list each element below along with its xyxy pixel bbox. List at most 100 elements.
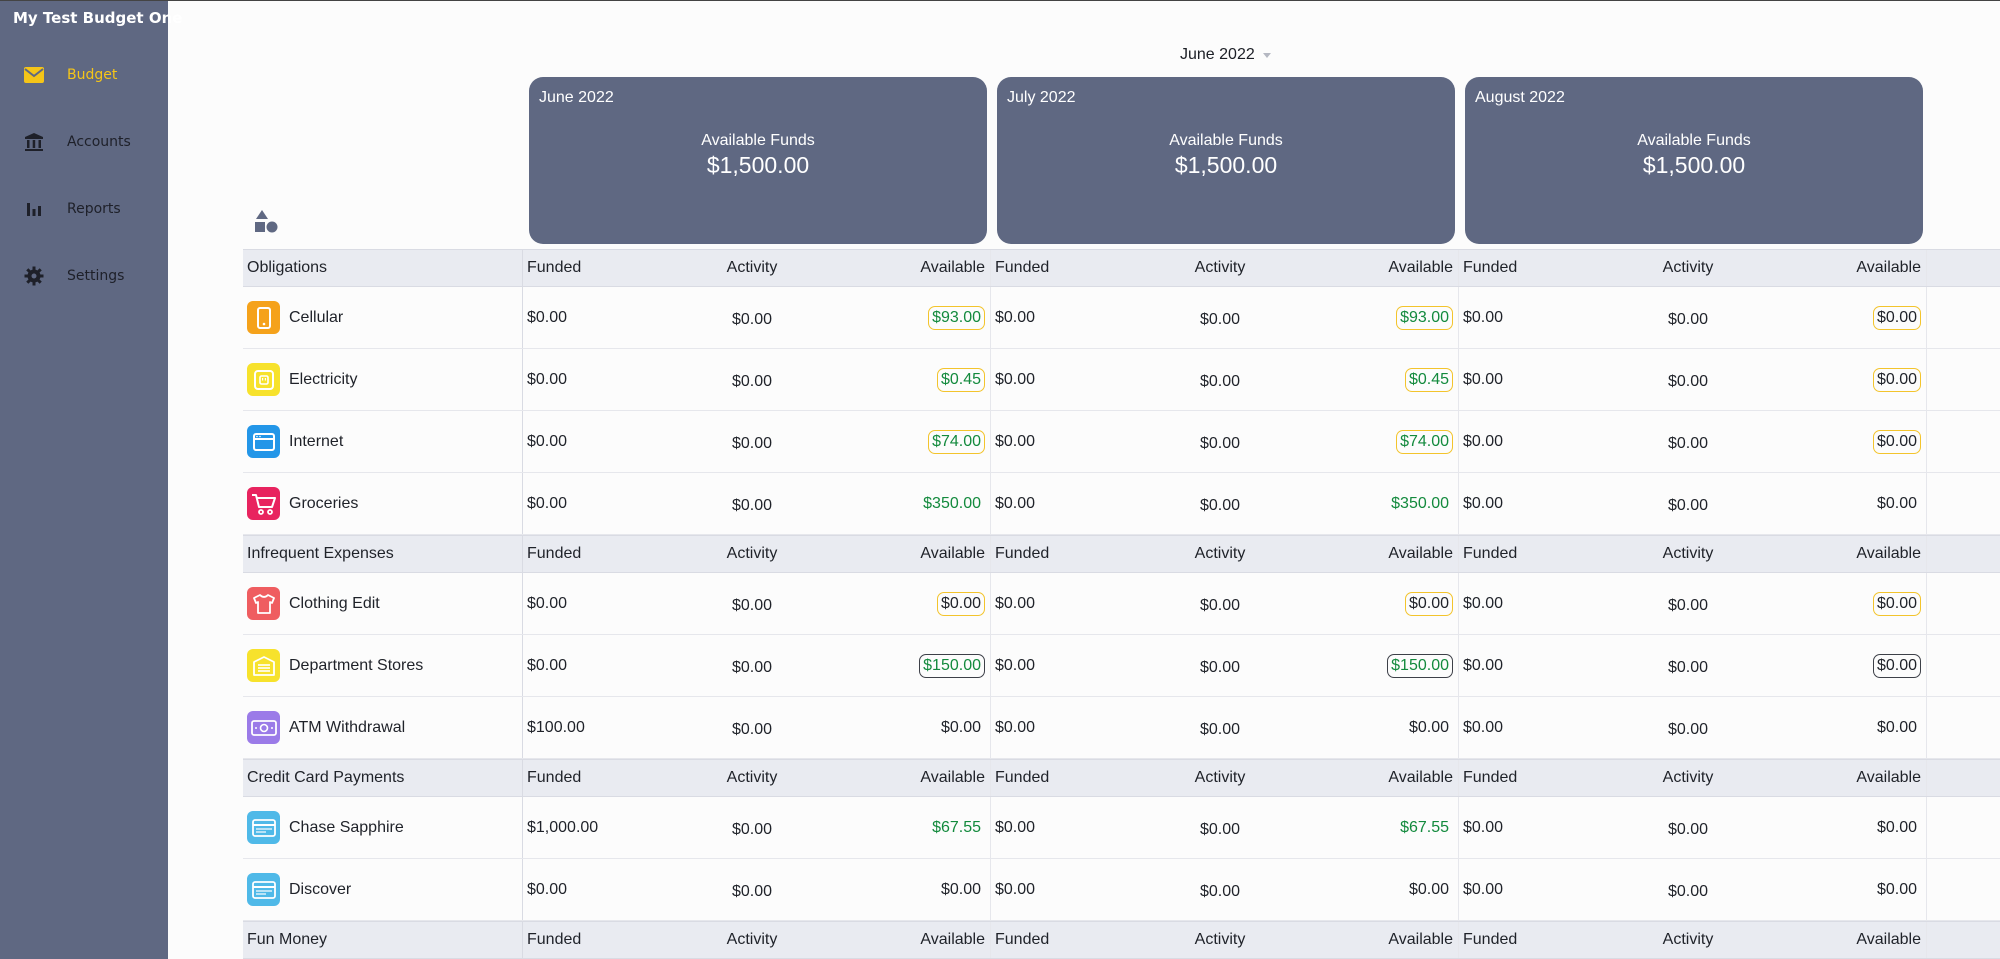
- available-value[interactable]: $0.00: [1872, 591, 1921, 616]
- category-group-header[interactable]: Obligations Funded Activity Available Funded…: [243, 249, 2000, 287]
- activity-value[interactable]: $0.00: [1667, 372, 1709, 390]
- funded-value[interactable]: $0.00: [1463, 494, 1504, 512]
- available-value[interactable]: $0.00: [940, 718, 981, 736]
- cash-icon[interactable]: [247, 711, 280, 744]
- activity-value[interactable]: $0.00: [731, 310, 773, 328]
- funded-value[interactable]: $0.00: [1463, 594, 1504, 612]
- category-group-header[interactable]: Credit Card Payments Funded Activity Availa…: [243, 759, 2000, 797]
- funded-value[interactable]: $0.00: [1463, 880, 1504, 898]
- activity-value[interactable]: $0.00: [1199, 658, 1241, 676]
- available-value[interactable]: $0.45: [1404, 367, 1453, 392]
- category-row[interactable]: Electricity $0.00 $0.00 $0.45 $0.00 $0.00 $0.4…: [243, 349, 2000, 411]
- funded-value[interactable]: $1,000.00: [527, 818, 599, 836]
- funded-value[interactable]: $0.00: [995, 656, 1036, 674]
- activity-value[interactable]: $0.00: [731, 720, 773, 738]
- sidebar-item-budget[interactable]: Budget: [0, 41, 168, 108]
- available-value[interactable]: $0.00: [940, 880, 981, 898]
- funded-value[interactable]: $0.00: [527, 370, 568, 388]
- available-value[interactable]: $0.00: [1872, 429, 1921, 454]
- category-row[interactable]: Chase Sapphire $1,000.00 $0.00 $67.55 $0.00 $…: [243, 797, 2000, 859]
- available-value[interactable]: $0.00: [1876, 718, 1917, 736]
- available-value[interactable]: $0.00: [1408, 880, 1449, 898]
- activity-value[interactable]: $0.00: [731, 820, 773, 838]
- available-value[interactable]: $0.00: [1404, 591, 1453, 616]
- sidebar-item-reports[interactable]: Reports: [0, 175, 168, 242]
- available-value[interactable]: $67.55: [1400, 818, 1449, 836]
- phone-icon[interactable]: [247, 301, 280, 334]
- activity-value[interactable]: $0.00: [1199, 434, 1241, 452]
- available-value[interactable]: $67.55: [932, 818, 981, 836]
- browser-window-icon[interactable]: [247, 425, 280, 458]
- activity-value[interactable]: $0.00: [731, 372, 773, 390]
- available-value[interactable]: $150.00: [1387, 653, 1453, 678]
- available-value[interactable]: $0.00: [1872, 367, 1921, 392]
- funded-value[interactable]: $0.00: [527, 656, 568, 674]
- credit-card-icon[interactable]: [247, 811, 280, 844]
- activity-value[interactable]: $0.00: [1667, 596, 1709, 614]
- funded-value[interactable]: $0.00: [1463, 308, 1504, 326]
- power-outlet-icon[interactable]: [247, 363, 280, 396]
- available-value[interactable]: $93.00: [1396, 305, 1453, 330]
- funded-value[interactable]: $0.00: [995, 818, 1036, 836]
- funded-value[interactable]: $0.00: [1463, 656, 1504, 674]
- activity-value[interactable]: $0.00: [1667, 434, 1709, 452]
- sidebar-item-settings[interactable]: Settings: [0, 242, 168, 309]
- funded-value[interactable]: $100.00: [527, 718, 585, 736]
- category-row[interactable]: ATM Withdrawal $100.00 $0.00 $0.00 $0.00 $0.0…: [243, 697, 2000, 759]
- sidebar-item-accounts[interactable]: Accounts: [0, 108, 168, 175]
- funded-value[interactable]: $0.00: [527, 594, 568, 612]
- category-name[interactable]: Clothing Edit: [289, 594, 380, 612]
- activity-value[interactable]: $0.00: [731, 596, 773, 614]
- available-value[interactable]: $0.00: [1876, 818, 1917, 836]
- activity-value[interactable]: $0.00: [731, 496, 773, 514]
- activity-value[interactable]: $0.00: [1199, 596, 1241, 614]
- category-name[interactable]: Internet: [289, 432, 344, 450]
- activity-value[interactable]: $0.00: [731, 882, 773, 900]
- available-value[interactable]: $93.00: [928, 305, 985, 330]
- activity-value[interactable]: $0.00: [731, 658, 773, 676]
- available-value[interactable]: $0.00: [936, 591, 985, 616]
- activity-value[interactable]: $0.00: [1667, 496, 1709, 514]
- available-value[interactable]: $150.00: [919, 653, 985, 678]
- category-row[interactable]: Clothing Edit $0.00 $0.00 $0.00 $0.00 $0.00 $0…: [243, 573, 2000, 635]
- available-value[interactable]: $74.00: [928, 429, 985, 454]
- category-name[interactable]: Discover: [289, 880, 352, 898]
- available-value[interactable]: $0.00: [1876, 880, 1917, 898]
- category-row[interactable]: Internet $0.00 $0.00 $74.00 $0.00 $0.00 $74.00…: [243, 411, 2000, 473]
- category-row[interactable]: Department Stores $0.00 $0.00 $150.00 $0.00 $…: [243, 635, 2000, 697]
- activity-value[interactable]: $0.00: [1667, 310, 1709, 328]
- category-name[interactable]: ATM Withdrawal: [289, 718, 406, 736]
- category-name[interactable]: Groceries: [289, 494, 359, 512]
- category-name[interactable]: Department Stores: [289, 656, 424, 674]
- category-row[interactable]: Discover $0.00 $0.00 $0.00 $0.00 $0.00 $0.00 $0…: [243, 859, 2000, 921]
- credit-card-icon[interactable]: [247, 873, 280, 906]
- available-value[interactable]: $0.00: [1872, 305, 1921, 330]
- funded-value[interactable]: $0.00: [1463, 370, 1504, 388]
- funded-value[interactable]: $0.00: [995, 432, 1036, 450]
- storefront-icon[interactable]: [247, 649, 280, 682]
- category-name[interactable]: Chase Sapphire: [289, 818, 404, 836]
- available-value[interactable]: $74.00: [1396, 429, 1453, 454]
- funded-value[interactable]: $0.00: [1463, 818, 1504, 836]
- funded-value[interactable]: $0.00: [527, 880, 568, 898]
- activity-value[interactable]: $0.00: [1199, 820, 1241, 838]
- available-value[interactable]: $0.00: [1876, 494, 1917, 512]
- category-name[interactable]: Cellular: [289, 308, 344, 326]
- activity-value[interactable]: $0.00: [1667, 720, 1709, 738]
- category-name[interactable]: Electricity: [289, 370, 358, 388]
- funded-value[interactable]: $0.00: [995, 308, 1036, 326]
- activity-value[interactable]: $0.00: [1199, 720, 1241, 738]
- funded-value[interactable]: $0.00: [527, 494, 568, 512]
- activity-value[interactable]: $0.00: [1199, 372, 1241, 390]
- available-value[interactable]: $0.00: [1408, 718, 1449, 736]
- funded-value[interactable]: $0.00: [995, 594, 1036, 612]
- funded-value[interactable]: $0.00: [527, 308, 568, 326]
- funded-value[interactable]: $0.00: [1463, 432, 1504, 450]
- activity-value[interactable]: $0.00: [1667, 882, 1709, 900]
- category-group-header[interactable]: Infrequent Expenses Funded Activity Availab…: [243, 535, 2000, 573]
- month-picker[interactable]: June 2022: [1180, 46, 1271, 64]
- activity-value[interactable]: $0.00: [731, 434, 773, 452]
- shopping-cart-icon[interactable]: [247, 487, 280, 520]
- funded-value[interactable]: $0.00: [1463, 718, 1504, 736]
- available-value[interactable]: $0.45: [936, 367, 985, 392]
